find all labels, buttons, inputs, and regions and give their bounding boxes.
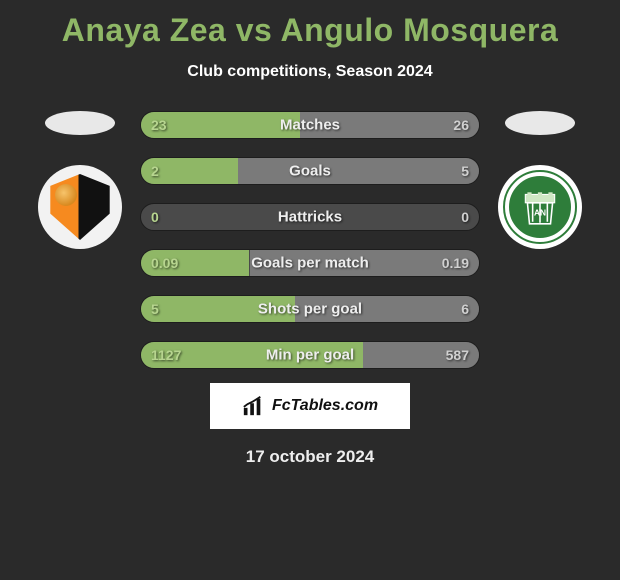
stat-bars: 23 Matches 26 2 Goals 5 0 Hattricks 0 0.09 Goals p… bbox=[140, 111, 480, 369]
right-flag-icon bbox=[505, 111, 575, 135]
stat-value-right: 6 bbox=[461, 301, 469, 317]
stat-value-left: 2 bbox=[151, 163, 159, 179]
stat-value-right: 5 bbox=[461, 163, 469, 179]
comparison-body: 23 Matches 26 2 Goals 5 0 Hattricks 0 0.09 Goals p… bbox=[0, 111, 620, 369]
stat-value-left: 0 bbox=[151, 209, 159, 225]
stat-label: Goals per match bbox=[251, 255, 369, 272]
right-crest-icon: AN bbox=[498, 165, 582, 249]
stat-row: 5 Shots per goal 6 bbox=[140, 295, 480, 323]
stat-row: 0.09 Goals per match 0.19 bbox=[140, 249, 480, 277]
stat-row: 1127 Min per goal 587 bbox=[140, 341, 480, 369]
stat-value-right: 0.19 bbox=[442, 255, 469, 271]
left-flag-icon bbox=[45, 111, 115, 135]
branding-text: FcTables.com bbox=[272, 397, 378, 415]
stat-value-left: 1127 bbox=[151, 347, 181, 363]
stat-value-left: 23 bbox=[151, 117, 167, 133]
stat-label: Hattricks bbox=[278, 209, 342, 226]
page-root: Anaya Zea vs Angulo Mosquera Club compet… bbox=[0, 0, 620, 580]
left-crest-icon bbox=[38, 165, 122, 249]
stat-bar-right-fill bbox=[238, 158, 479, 184]
stat-row: 23 Matches 26 bbox=[140, 111, 480, 139]
right-side: AN bbox=[480, 111, 600, 249]
page-title: Anaya Zea vs Angulo Mosquera bbox=[62, 12, 558, 49]
left-side bbox=[20, 111, 140, 249]
page-subtitle: Club competitions, Season 2024 bbox=[187, 63, 432, 81]
stat-value-right: 0 bbox=[461, 209, 469, 225]
svg-text:AN: AN bbox=[534, 207, 546, 217]
chart-icon bbox=[242, 395, 264, 417]
stat-value-right: 587 bbox=[446, 347, 469, 363]
date-text: 17 october 2024 bbox=[246, 447, 375, 467]
stat-label: Shots per goal bbox=[258, 301, 362, 318]
stat-label: Goals bbox=[289, 163, 331, 180]
stat-row: 0 Hattricks 0 bbox=[140, 203, 480, 231]
branding-badge: FcTables.com bbox=[210, 383, 410, 429]
stat-value-left: 5 bbox=[151, 301, 159, 317]
stat-value-right: 26 bbox=[453, 117, 469, 133]
stat-value-left: 0.09 bbox=[151, 255, 178, 271]
stat-label: Matches bbox=[280, 117, 340, 134]
stat-row: 2 Goals 5 bbox=[140, 157, 480, 185]
stat-label: Min per goal bbox=[266, 347, 354, 364]
